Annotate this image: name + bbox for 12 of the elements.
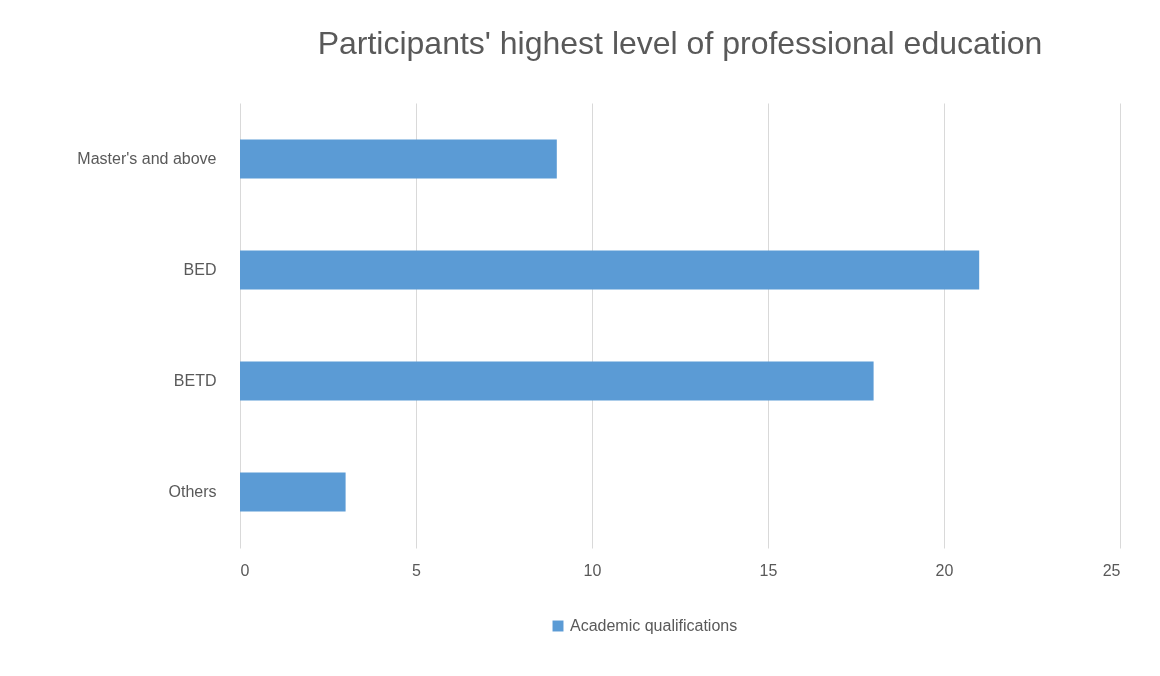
x-tick-label: 15 bbox=[759, 561, 778, 579]
x-tick-label: 20 bbox=[935, 561, 954, 579]
x-tick-label: 25 bbox=[1102, 561, 1121, 579]
x-tick-label: 5 bbox=[412, 561, 422, 579]
x-tick-label: 10 bbox=[583, 561, 602, 579]
y-tick-label: BED bbox=[183, 261, 217, 279]
y-tick-label: Others bbox=[168, 482, 217, 500]
y-tick-label: Master's and above bbox=[77, 150, 217, 168]
x-tick-label: 0 bbox=[240, 561, 250, 579]
legend-label: Academic qualifications bbox=[570, 617, 738, 634]
chart-title: Participants' highest level of professional education bbox=[317, 25, 1043, 61]
y-tick-label: BETD bbox=[173, 371, 217, 389]
